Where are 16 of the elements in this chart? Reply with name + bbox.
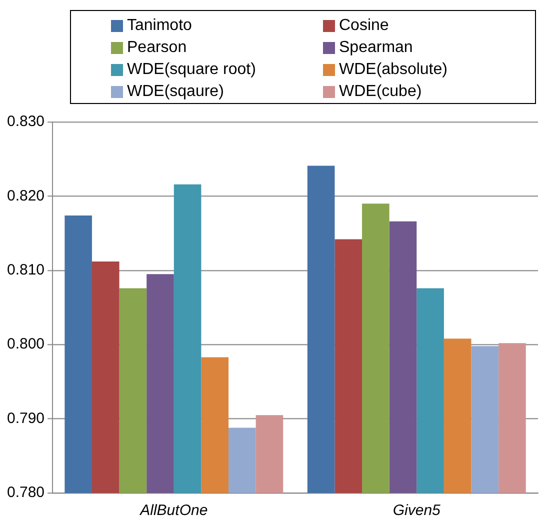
- x-tick-label: AllButOne: [139, 502, 208, 520]
- legend-label: WDE(square root): [127, 60, 256, 78]
- legend-label: Tanimoto: [127, 16, 192, 34]
- y-tick-label: 0.790: [6, 410, 45, 427]
- y-tick-label: 0.800: [6, 336, 45, 353]
- legend-label: WDE(cube): [339, 82, 422, 100]
- legend-label: Pearson: [127, 38, 187, 56]
- y-tick-label: 0.810: [6, 262, 45, 279]
- legend-label: Spearman: [339, 38, 413, 56]
- y-tick-label: 0.820: [6, 187, 45, 204]
- x-tick-label: Given5: [392, 502, 442, 520]
- legend-label: Cosine: [339, 16, 389, 34]
- legend-label: WDE(absolute): [339, 60, 448, 78]
- y-tick-label: 0.780: [6, 484, 45, 502]
- legend-label: WDE(sqaure): [127, 82, 224, 100]
- y-tick-label: 0.830: [6, 113, 45, 130]
